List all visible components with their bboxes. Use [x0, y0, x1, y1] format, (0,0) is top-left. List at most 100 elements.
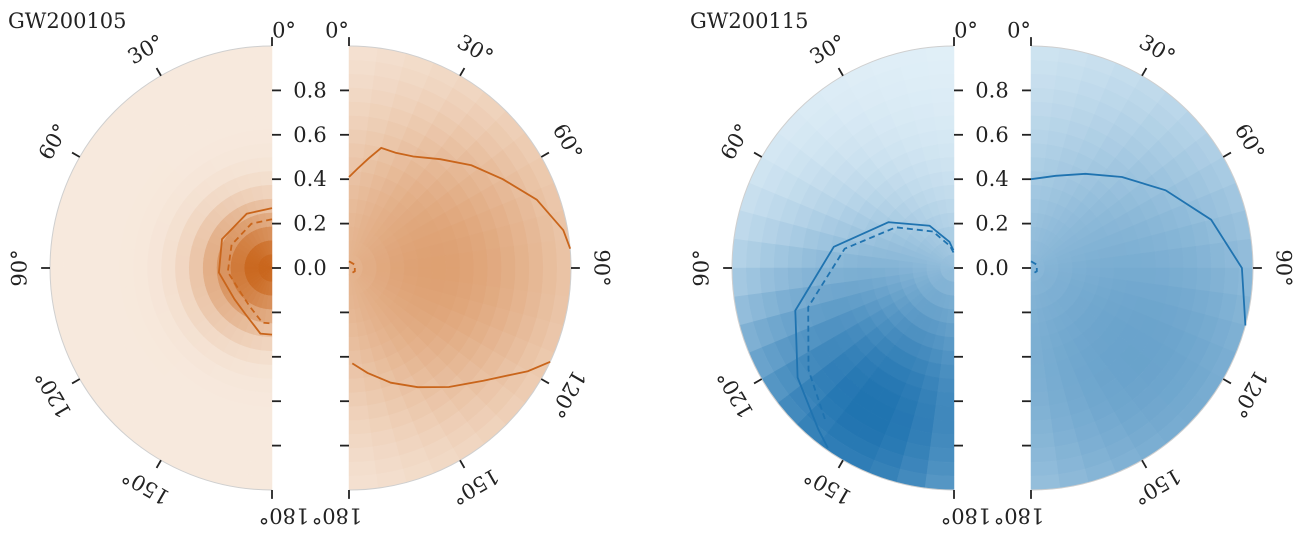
angle-tick: [155, 459, 162, 469]
density-cell: [248, 87, 273, 104]
density-cell: [541, 240, 558, 269]
density-cell: [933, 115, 955, 131]
radial-tick-label: 0.8: [975, 78, 1008, 102]
left-density: [49, 45, 273, 491]
density-cell: [174, 255, 190, 269]
angle-tick-label: 180°: [312, 504, 363, 528]
density-cell: [928, 73, 955, 90]
density-cell: [828, 267, 845, 285]
density-cell: [348, 391, 368, 408]
density-cell: [63, 267, 80, 296]
right-rim: [1030, 45, 1254, 491]
angle-tick: [753, 151, 763, 158]
density-cell: [348, 336, 361, 352]
density-cell: [445, 253, 461, 269]
density-cell: [1030, 432, 1055, 449]
density-cell: [251, 405, 273, 421]
angle-tick-label: 60°: [548, 120, 587, 164]
density-cell: [255, 142, 273, 159]
density-cell: [731, 267, 748, 298]
contour-90: [217, 207, 273, 336]
left-density: [731, 45, 955, 491]
density-cell: [244, 460, 273, 477]
angle-tick-label: 0°: [272, 19, 296, 43]
density-cell: [202, 258, 218, 269]
left-rim: [731, 45, 955, 491]
density-cell: [1030, 377, 1048, 394]
angle-tick-label: 180°: [994, 504, 1045, 528]
density-cell: [132, 267, 149, 287]
density-cell: [1030, 419, 1054, 435]
density-cell: [1237, 267, 1254, 298]
angle-tick-label: 120°: [1227, 366, 1273, 422]
density-cell: [486, 267, 502, 289]
density-cell: [257, 156, 273, 172]
density-cell: [926, 59, 955, 76]
angle-tick: [1222, 151, 1232, 158]
density-cell: [1030, 142, 1048, 159]
density-cell: [348, 322, 359, 338]
angle-tick-label: 150°: [118, 464, 174, 510]
density-cell: [745, 267, 762, 296]
radial-tick-label: 0.0: [975, 256, 1008, 280]
radial-tick-label: 0.4: [293, 167, 326, 191]
angle-tick-label: 180°: [941, 504, 992, 528]
density-cell: [828, 251, 845, 269]
radial-tick-label: 0.6: [975, 123, 1008, 147]
density-cell: [930, 432, 955, 449]
density-cell: [924, 474, 955, 491]
density-cell: [935, 128, 955, 145]
density-cell: [348, 115, 370, 131]
angle-tick-label: 90°: [8, 249, 32, 286]
density-cell: [1030, 405, 1052, 421]
angle-tick: [1141, 459, 1148, 469]
density-cell: [1030, 87, 1055, 104]
radial-tick-label: 0.0: [293, 256, 326, 280]
density-cell: [188, 256, 204, 269]
contour-50: [807, 226, 955, 422]
density-cell: [160, 253, 176, 269]
density-cell: [842, 267, 858, 283]
density-cell: [472, 249, 489, 269]
density-cell: [928, 446, 955, 463]
density-cell: [105, 245, 121, 269]
density-cell: [1195, 244, 1212, 269]
density-cell: [1030, 460, 1059, 477]
density-cell: [259, 350, 273, 366]
contour-50: [1030, 260, 1038, 276]
angle-tick: [837, 67, 844, 77]
density-cell: [348, 377, 366, 394]
angle-tick-label: 30°: [453, 30, 497, 69]
density-cell: [1223, 240, 1240, 269]
density-cell: [937, 142, 955, 159]
density-cell: [787, 267, 803, 291]
density-cell: [348, 446, 375, 463]
angle-tick-label: 60°: [34, 120, 73, 164]
density-cell: [348, 432, 373, 449]
density-cell: [513, 267, 530, 292]
density-cell: [257, 364, 273, 380]
density-cell: [348, 73, 375, 90]
contour-50: [348, 260, 356, 276]
density-cell: [942, 336, 955, 352]
density-cell: [348, 460, 377, 477]
contour-90: [348, 146, 572, 250]
density-cell: [472, 267, 489, 287]
density-cell: [1030, 364, 1046, 380]
angle-tick-label: 150°: [800, 464, 856, 510]
density-cell: [253, 128, 273, 145]
density-cell: [731, 238, 748, 269]
contour-50: [226, 218, 273, 325]
density-cell: [132, 249, 149, 269]
density-cell: [931, 419, 955, 435]
radial-tick-label: 0.4: [975, 167, 1008, 191]
panel-title: GW200115: [690, 9, 809, 33]
density-cell: [555, 267, 572, 298]
angle-tick: [540, 151, 550, 158]
density-cell: [1182, 267, 1198, 291]
density-cell: [246, 446, 273, 463]
right-rim: [348, 45, 572, 491]
density-cell: [759, 242, 776, 269]
density-cell: [745, 240, 762, 269]
angle-tick-label: 120°: [30, 366, 76, 422]
